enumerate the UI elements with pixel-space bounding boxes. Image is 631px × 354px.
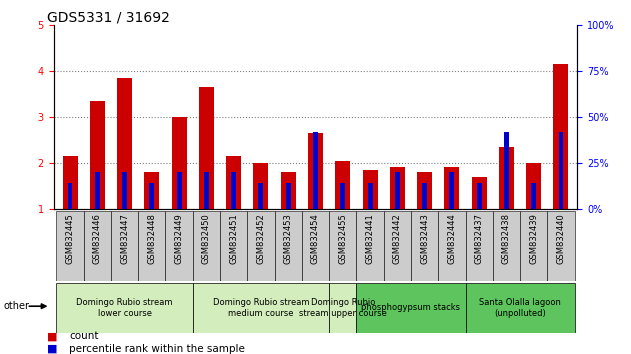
Text: ■: ■ [47, 344, 58, 354]
Text: GSM832449: GSM832449 [175, 213, 184, 263]
Text: GSM832439: GSM832439 [529, 213, 538, 264]
FancyBboxPatch shape [493, 211, 520, 281]
FancyBboxPatch shape [84, 211, 111, 281]
Bar [308, 133, 323, 209]
Bar [531, 183, 536, 209]
Bar [553, 64, 569, 209]
FancyBboxPatch shape [302, 211, 329, 281]
FancyBboxPatch shape [411, 211, 439, 281]
Bar [476, 183, 481, 209]
FancyBboxPatch shape [439, 211, 466, 281]
Bar [144, 172, 160, 209]
Text: GSM832446: GSM832446 [93, 213, 102, 264]
Bar [499, 147, 514, 209]
FancyBboxPatch shape [329, 211, 357, 281]
Bar [177, 172, 182, 209]
Text: percentile rank within the sample: percentile rank within the sample [69, 344, 245, 354]
Bar [390, 167, 405, 209]
Bar [417, 172, 432, 209]
FancyBboxPatch shape [111, 211, 138, 281]
Bar [117, 78, 132, 209]
FancyBboxPatch shape [547, 211, 575, 281]
FancyBboxPatch shape [329, 283, 357, 333]
Bar [199, 87, 214, 209]
FancyBboxPatch shape [357, 211, 384, 281]
Text: GSM832451: GSM832451 [229, 213, 238, 263]
Text: Domingo Rubio stream
medium course: Domingo Rubio stream medium course [213, 298, 309, 318]
FancyBboxPatch shape [220, 211, 247, 281]
Text: other: other [3, 301, 29, 311]
Bar [62, 156, 78, 209]
FancyBboxPatch shape [384, 211, 411, 281]
Bar [313, 132, 318, 209]
Bar [259, 183, 263, 209]
Text: GSM832438: GSM832438 [502, 213, 511, 264]
Text: GSM832437: GSM832437 [475, 213, 484, 264]
Text: GDS5331 / 31692: GDS5331 / 31692 [47, 11, 170, 25]
Text: GSM832440: GSM832440 [557, 213, 565, 263]
Text: GSM832448: GSM832448 [147, 213, 156, 264]
Bar [526, 163, 541, 209]
Bar [90, 101, 105, 209]
FancyBboxPatch shape [56, 283, 192, 333]
FancyBboxPatch shape [56, 211, 84, 281]
FancyBboxPatch shape [466, 283, 575, 333]
FancyBboxPatch shape [466, 211, 493, 281]
Text: GSM832443: GSM832443 [420, 213, 429, 264]
Bar [363, 170, 377, 209]
Bar [444, 167, 459, 209]
Text: Domingo Rubio stream
lower course: Domingo Rubio stream lower course [76, 298, 173, 318]
Text: GSM832450: GSM832450 [202, 213, 211, 263]
FancyBboxPatch shape [165, 211, 192, 281]
Text: GSM832444: GSM832444 [447, 213, 456, 263]
Text: Santa Olalla lagoon
(unpolluted): Santa Olalla lagoon (unpolluted) [479, 298, 561, 318]
Bar [558, 132, 563, 209]
Text: GSM832454: GSM832454 [311, 213, 320, 263]
Bar [422, 183, 427, 209]
Bar [281, 172, 296, 209]
Bar [449, 172, 454, 209]
Text: GSM832445: GSM832445 [66, 213, 74, 263]
Bar [286, 183, 291, 209]
FancyBboxPatch shape [192, 211, 220, 281]
Bar [504, 132, 509, 209]
Bar [340, 183, 345, 209]
Bar [68, 183, 73, 209]
FancyBboxPatch shape [138, 211, 165, 281]
Bar [254, 163, 268, 209]
Text: GSM832452: GSM832452 [256, 213, 266, 263]
Text: ■: ■ [47, 331, 58, 341]
Text: GSM832447: GSM832447 [120, 213, 129, 264]
Bar [471, 177, 487, 209]
FancyBboxPatch shape [192, 283, 329, 333]
Bar [231, 172, 236, 209]
Bar [204, 172, 209, 209]
Text: Domingo Rubio
stream upper course: Domingo Rubio stream upper course [299, 298, 387, 318]
Bar [150, 183, 155, 209]
Bar [395, 172, 400, 209]
Text: GSM832441: GSM832441 [365, 213, 375, 263]
Text: count: count [69, 331, 99, 341]
Bar [95, 172, 100, 209]
FancyBboxPatch shape [357, 283, 466, 333]
Bar [122, 172, 127, 209]
FancyBboxPatch shape [274, 211, 302, 281]
Bar [368, 183, 372, 209]
Bar [335, 161, 350, 209]
FancyBboxPatch shape [247, 211, 274, 281]
Text: phosphogypsum stacks: phosphogypsum stacks [362, 303, 461, 313]
Text: GSM832453: GSM832453 [284, 213, 293, 264]
Text: GSM832442: GSM832442 [393, 213, 402, 263]
Bar [172, 117, 187, 209]
FancyBboxPatch shape [520, 211, 547, 281]
Bar [226, 156, 241, 209]
Text: GSM832455: GSM832455 [338, 213, 347, 263]
